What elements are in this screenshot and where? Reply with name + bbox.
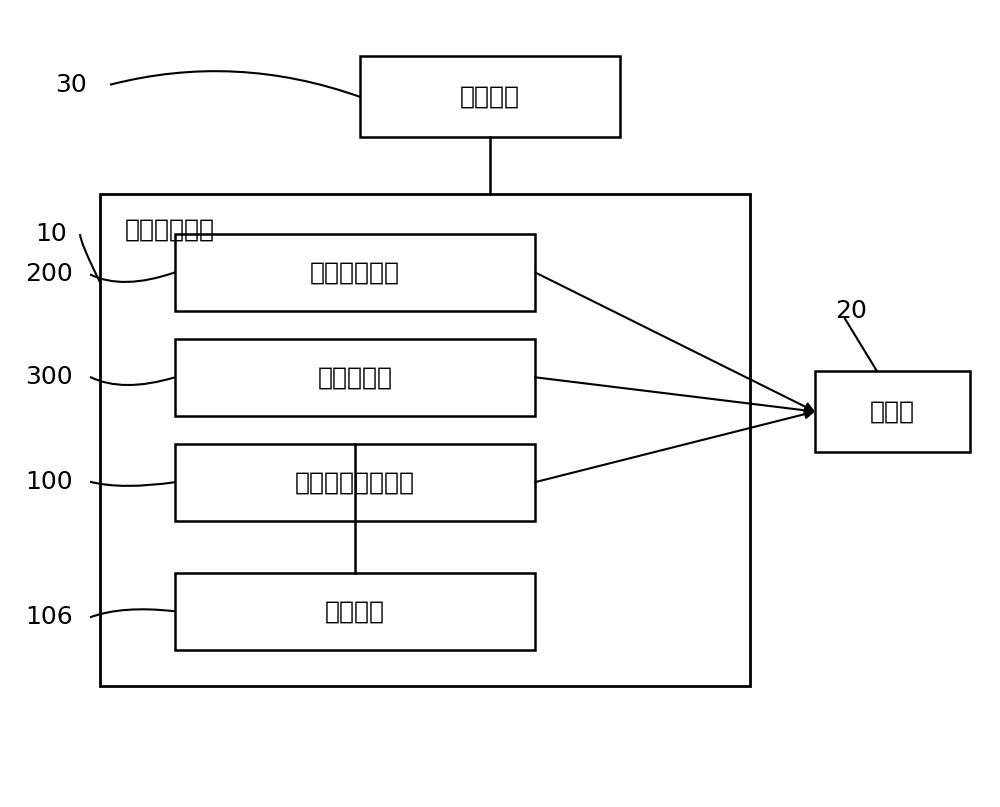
Bar (815, 371, 970, 452)
Text: 智能终端: 智能终端 (325, 600, 385, 623)
Text: 20: 20 (835, 299, 867, 323)
Bar (175, 339, 535, 416)
Bar (100, 194, 750, 686)
Text: 200: 200 (25, 262, 73, 286)
Text: 10: 10 (35, 222, 67, 246)
Text: 服务器: 服务器 (870, 399, 915, 424)
Bar (175, 234, 535, 311)
Text: 蓝牙信标检测装置: 蓝牙信标检测装置 (295, 470, 415, 494)
Bar (175, 444, 535, 521)
Text: 300: 300 (25, 365, 73, 389)
Text: 智能锁装置: 智能锁装置 (318, 366, 392, 389)
Text: 信标检测设备: 信标检测设备 (125, 218, 215, 242)
Bar (175, 573, 535, 650)
Text: 106: 106 (25, 605, 73, 629)
Bar (360, 56, 620, 137)
Text: 30: 30 (55, 73, 87, 97)
Text: 100: 100 (25, 470, 73, 494)
Text: 蓝牙信标: 蓝牙信标 (460, 85, 520, 109)
Text: 站点管理装置: 站点管理装置 (310, 261, 400, 284)
